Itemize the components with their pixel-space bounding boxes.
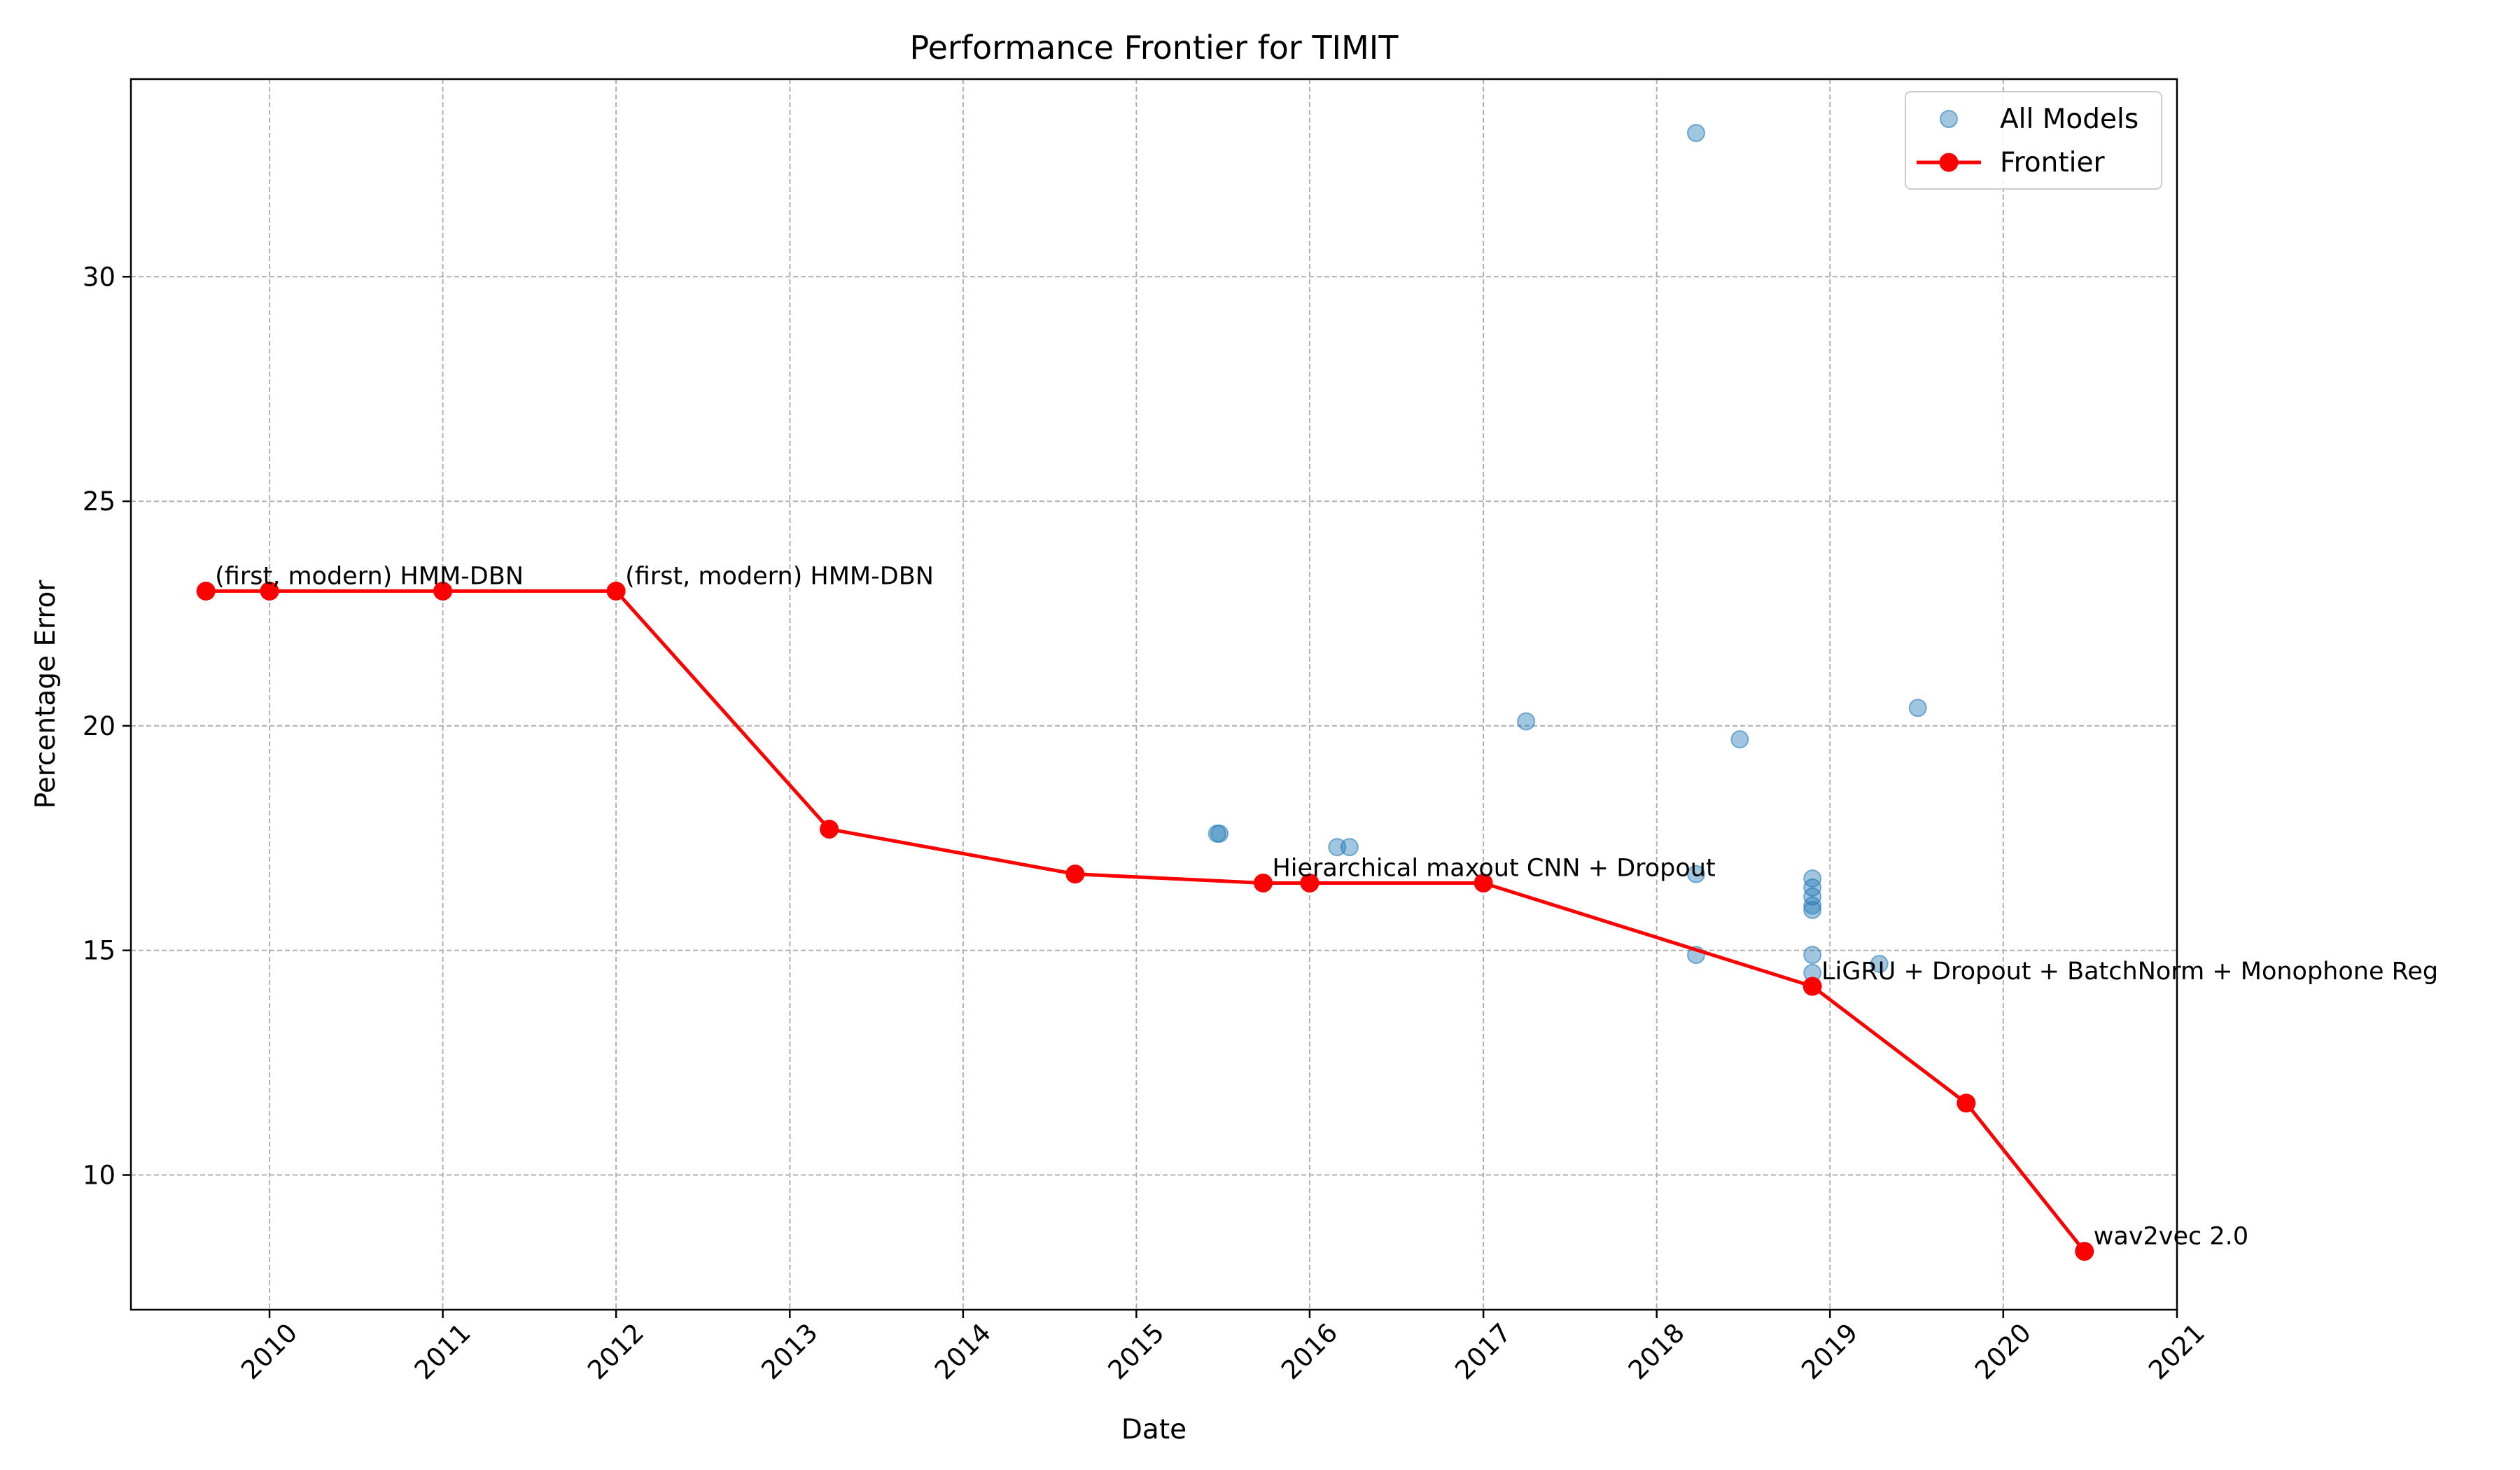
legend-box [1905,91,2162,190]
annotation-label: wav2vec 2.0 [2094,1223,2248,1251]
frontier-point [433,581,453,601]
plot-frame [130,78,2178,1311]
y-tick-label: 15 [83,936,115,966]
frontier-point [1253,873,1273,892]
y-tick-label: 20 [83,711,115,741]
annotation-label: (first, modern) HMM-DBN [215,562,524,590]
annotation-label: Hierarchical maxout CNN + Dropout [1272,854,1715,882]
frontier-point [820,819,839,839]
y-tick-label: 30 [83,262,115,292]
y-axis-ticks: 10 15 20 25 30 [83,262,131,1191]
scatter-point [1870,954,1889,973]
frontier-point [2075,1242,2094,1261]
legend-marker-frontier [1939,153,1959,172]
scatter-point [1686,123,1705,142]
line-series-frontier [196,581,2094,1261]
frontier-point [1956,1093,1976,1113]
y-axis-label: Percentage Error [30,580,62,809]
scatter-point [1730,730,1749,749]
frontier-point [1474,873,1493,892]
chart-title: Performance Frontier for TIMIT [910,29,1399,66]
frontier-point [606,581,626,601]
annotation-label: (first, modern) HMM-DBN [625,562,934,590]
frontier-point [1802,976,1822,996]
scatter-point [1803,900,1822,919]
y-tick-label: 10 [83,1161,115,1191]
scatter-point [1517,712,1536,731]
scatter-point [1686,864,1705,883]
frontier-point [1065,864,1085,884]
legend: All Models Frontier [1905,91,2162,190]
legend-label-all-models: All Models [2000,104,2138,135]
scatter-series-all-models [1208,123,1927,982]
annotation-label: LiGRU + Dropout + BatchNorm + Monophone … [1821,958,2438,986]
frontier-line [206,589,2086,1253]
scatter-point [1340,838,1359,857]
frontier-point [260,581,279,601]
legend-marker-all-models [1940,110,1958,128]
scatter-point [1210,824,1229,843]
scatter-point [1803,896,1822,915]
frontier-point [196,581,216,601]
scatter-point [1803,946,1822,965]
scatter-point [1328,838,1347,857]
y-tick-label: 25 [83,486,115,517]
annotations: (first, modern) HMM-DBN (first, modern) H… [215,562,2438,1250]
frontier-point [1300,873,1320,892]
grid [131,79,2178,1310]
x-axis-label: Date [1121,1414,1186,1446]
scatter-point [1908,699,1927,718]
legend-label-frontier: Frontier [2000,147,2105,178]
